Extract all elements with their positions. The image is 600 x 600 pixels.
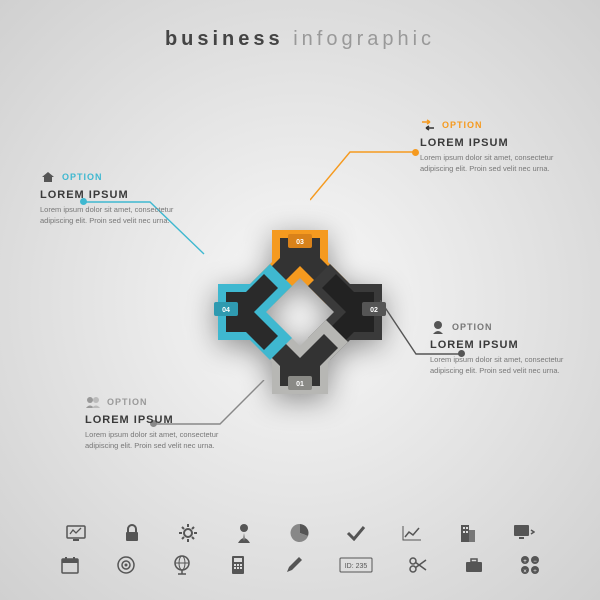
svg-text:ID: 235: ID: 235 — [345, 563, 368, 570]
callout-right: OPTION LOREM IPSUM Lorem ipsum dolor sit… — [430, 320, 585, 377]
icon-grid: ID: 235 +−×÷ — [0, 522, 600, 576]
callout-right-option: OPTION — [452, 322, 493, 332]
callout-left-body: Lorem ipsum dolor sit amet, consectetur … — [40, 205, 195, 227]
head-icon — [430, 320, 446, 334]
segment-01-num: 01 — [296, 381, 304, 388]
check-icon — [345, 522, 367, 544]
segment-04-num: 04 — [222, 307, 230, 314]
callout-left-option: OPTION — [62, 172, 103, 182]
line-chart-icon — [401, 522, 423, 544]
svg-text:+: + — [523, 559, 527, 565]
leader-top-dot — [412, 149, 419, 156]
svg-text:−: − — [533, 559, 537, 565]
calendar-icon — [59, 554, 81, 576]
callout-bottom: OPTION LOREM IPSUM Lorem ipsum dolor sit… — [85, 395, 240, 452]
segment-04: 04 — [214, 264, 292, 360]
callout-right-heading: LOREM IPSUM — [430, 339, 585, 351]
scissors-icon — [407, 554, 429, 576]
pie-icon — [289, 522, 311, 544]
segment-03-num: 03 — [296, 239, 304, 246]
callout-bottom-body: Lorem ipsum dolor sit amet, consectetur … — [85, 430, 240, 452]
calculator-icon — [227, 554, 249, 576]
home-icon — [40, 170, 56, 184]
segment-02-num: 02 — [370, 307, 378, 314]
callout-top-heading: LOREM IPSUM — [420, 137, 575, 149]
leader-top — [310, 140, 420, 220]
arrows-icon — [420, 118, 436, 132]
gear-icon — [177, 522, 199, 544]
callout-top-body: Lorem ipsum dolor sit amet, consectetur … — [420, 153, 575, 175]
callout-bottom-option: OPTION — [107, 397, 148, 407]
globe-icon — [171, 554, 193, 576]
icon-row-2: ID: 235 +−×÷ — [59, 554, 541, 576]
callout-left: OPTION LOREM IPSUM Lorem ipsum dolor sit… — [40, 170, 195, 227]
svg-text:×: × — [523, 569, 527, 575]
people-icon — [85, 395, 101, 409]
callout-top: OPTION LOREM IPSUM Lorem ipsum dolor sit… — [420, 118, 575, 175]
icon-row-1 — [65, 522, 535, 544]
callout-right-body: Lorem ipsum dolor sit amet, consectetur … — [430, 355, 585, 377]
calc-ops-icon: +−×÷ — [519, 554, 541, 576]
callout-left-heading: LOREM IPSUM — [40, 189, 195, 201]
callout-bottom-heading: LOREM IPSUM — [85, 414, 240, 426]
target-icon — [115, 554, 137, 576]
briefcase-icon — [463, 554, 485, 576]
infographic-canvas: 03 02 01 04 — [0, 0, 600, 600]
user-tie-icon — [233, 522, 255, 544]
id-card-icon: ID: 235 — [339, 554, 373, 576]
callout-top-option: OPTION — [442, 120, 483, 130]
pen-icon — [283, 554, 305, 576]
lock-icon — [121, 522, 143, 544]
computer-icon — [513, 522, 535, 544]
monitor-icon — [65, 522, 87, 544]
building-icon — [457, 522, 479, 544]
